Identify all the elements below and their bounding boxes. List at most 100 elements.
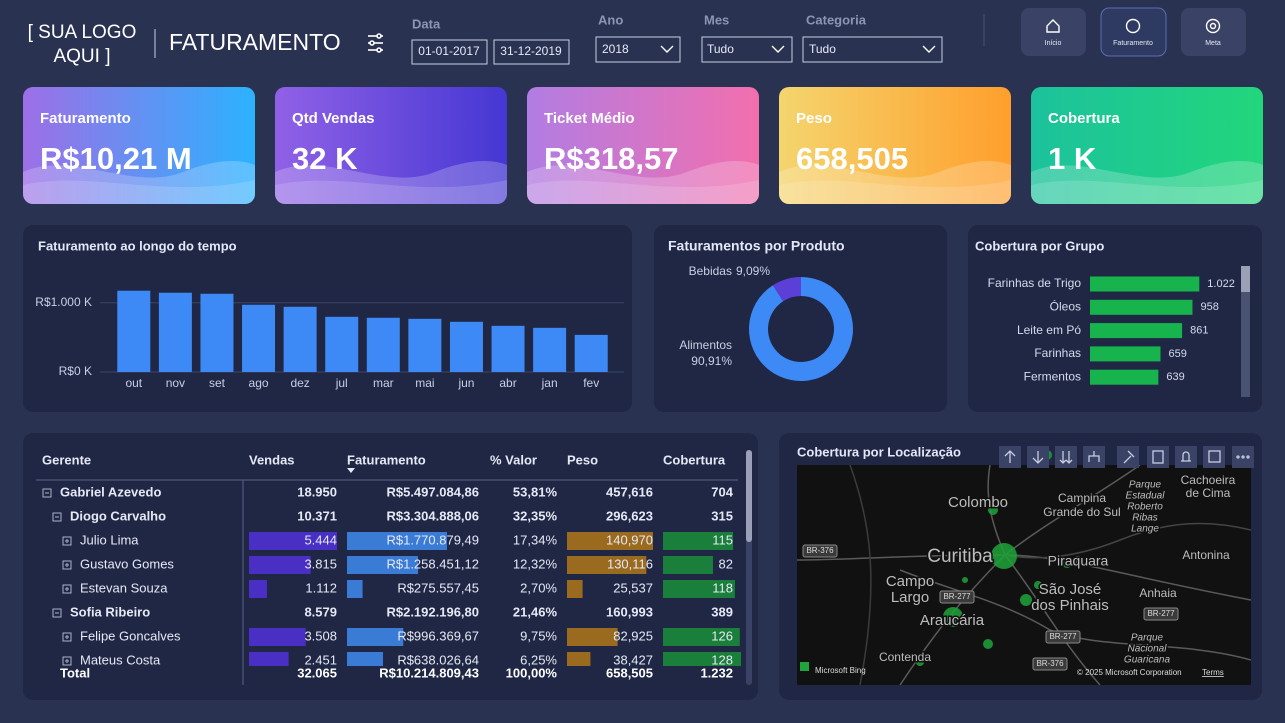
- categoria-dropdown[interactable]: [802, 36, 943, 63]
- place: Largo: [891, 589, 929, 606]
- chart-title: Cobertura por Localização: [797, 444, 961, 459]
- place: Nacional: [1128, 644, 1168, 655]
- expand-icon[interactable]: [62, 584, 72, 594]
- cell: R$638.026,64: [397, 652, 479, 667]
- row-label: Mateus Costa: [80, 652, 161, 667]
- expand-icon[interactable]: [62, 632, 72, 642]
- ano-dropdown[interactable]: [595, 36, 681, 63]
- cell: R$2.192.196,80: [386, 604, 479, 619]
- place: Contenda: [879, 650, 931, 664]
- cell: 389: [711, 604, 733, 619]
- cell: R$1.258.451,12: [386, 556, 479, 571]
- nav-label[interactable]: Meta: [1205, 40, 1221, 47]
- value-label: 659: [1168, 348, 1186, 360]
- filter-label: Data: [412, 16, 441, 31]
- date-start-text: 01-01-2017: [418, 44, 480, 58]
- data-bar: [249, 556, 311, 574]
- target-icon: [1205, 18, 1221, 34]
- x-tick-label: mai: [415, 376, 434, 390]
- data-bar: [249, 532, 337, 550]
- expand-icon[interactable]: [42, 488, 52, 498]
- scrollbar[interactable]: [1241, 266, 1250, 397]
- toolbar-button[interactable]: [1203, 446, 1225, 468]
- cell: 1.112: [305, 580, 337, 595]
- toolbar-button[interactable]: [1083, 446, 1105, 468]
- toolbar-button[interactable]: [1117, 446, 1139, 468]
- bar: [1090, 369, 1159, 385]
- value-label: 9,09%: [736, 264, 770, 278]
- row-label: Gabriel Azevedo: [60, 484, 161, 499]
- cell: 126: [711, 628, 733, 643]
- slice-label: Bebidas 9,09%: [689, 264, 771, 278]
- date-end[interactable]: [493, 39, 570, 65]
- kpi-value: R$318,57: [544, 141, 678, 176]
- cell: 25,537: [613, 580, 653, 595]
- map[interactable]: [797, 465, 1251, 685]
- kpi-card: [275, 87, 507, 204]
- place: Anhaia: [1139, 586, 1177, 600]
- expand-icon[interactable]: [62, 656, 72, 666]
- category: Bebidas: [689, 264, 732, 278]
- category: Alimentos: [679, 338, 732, 352]
- cell: 17,34%: [513, 532, 558, 547]
- expand-icon[interactable]: [52, 512, 62, 522]
- mes-dropdown[interactable]: [701, 36, 793, 63]
- nav-label[interactable]: Início: [1045, 40, 1062, 47]
- data-bar: [249, 628, 306, 646]
- cell: 457,616: [606, 484, 653, 499]
- expand-icon[interactable]: [52, 608, 62, 618]
- column-header: Faturamento: [347, 452, 426, 467]
- categoria-value: Tudo: [809, 42, 836, 56]
- toolbar-button[interactable]: [1055, 446, 1077, 468]
- bar: [491, 325, 525, 372]
- scroll-thumb[interactable]: [1241, 266, 1250, 292]
- kpi-label: Ticket Médio: [544, 110, 635, 127]
- toolbar-button[interactable]: [1147, 446, 1169, 468]
- toolbar-button[interactable]: [1232, 446, 1254, 468]
- x-tick-label: abr: [499, 376, 516, 390]
- ano-value: 2018: [602, 42, 629, 56]
- bar: [200, 293, 234, 372]
- cell: 9,75%: [520, 628, 557, 643]
- donut-slice: [749, 277, 853, 382]
- chevron: [771, 45, 785, 53]
- terms-link[interactable]: Terms: [1202, 668, 1224, 677]
- data-bar: [347, 652, 384, 666]
- place: Piraquara: [1048, 553, 1109, 569]
- kpi-wave: [779, 160, 1011, 204]
- date-start[interactable]: [411, 39, 488, 65]
- road-label: BR-376: [1036, 659, 1064, 668]
- cell: R$1.770.879,49: [386, 532, 479, 547]
- toolbar-button[interactable]: [1175, 446, 1197, 468]
- kpi-value: 1 K: [1048, 141, 1097, 176]
- data-bar: [347, 532, 447, 550]
- expand-icon[interactable]: [62, 536, 72, 546]
- place: Parque: [1131, 633, 1164, 644]
- category-label: Farinhas de Trigo: [988, 276, 1082, 290]
- road-badge: [802, 544, 838, 558]
- cell: 118: [712, 580, 733, 595]
- category-label: Leite em Pó: [1017, 323, 1081, 337]
- place: Parque: [1129, 480, 1162, 491]
- cell: 82: [719, 556, 733, 571]
- table-body: Gabriel Azevedo 18.950 R$5.497.084,86 53,81…: [42, 484, 741, 667]
- place: dos Pinhais: [1031, 597, 1109, 614]
- bar: [325, 316, 359, 372]
- kpi-wave: [1031, 160, 1263, 204]
- bar: [408, 318, 442, 372]
- row-label: Gustavo Gomes: [80, 556, 174, 571]
- kpi-wave: [1031, 180, 1263, 204]
- filter-icon[interactable]: [368, 33, 383, 53]
- row-label: Sofia Ribeiro: [70, 604, 150, 619]
- nav-label[interactable]: Faturamento: [1113, 40, 1153, 47]
- total-cell: 658,505: [606, 665, 653, 680]
- total-cell: 32.065: [297, 665, 337, 680]
- visual-toolbar: [999, 446, 1254, 468]
- total-cell: R$10.214.809,43: [379, 665, 479, 680]
- kpi-wave: [275, 180, 507, 204]
- scroll-thumb[interactable]: [746, 450, 752, 542]
- bar: [1090, 323, 1183, 339]
- attribution: © 2025 Microsoft Corporation: [1077, 668, 1182, 677]
- data-bar: [347, 580, 363, 598]
- expand-icon[interactable]: [62, 560, 72, 570]
